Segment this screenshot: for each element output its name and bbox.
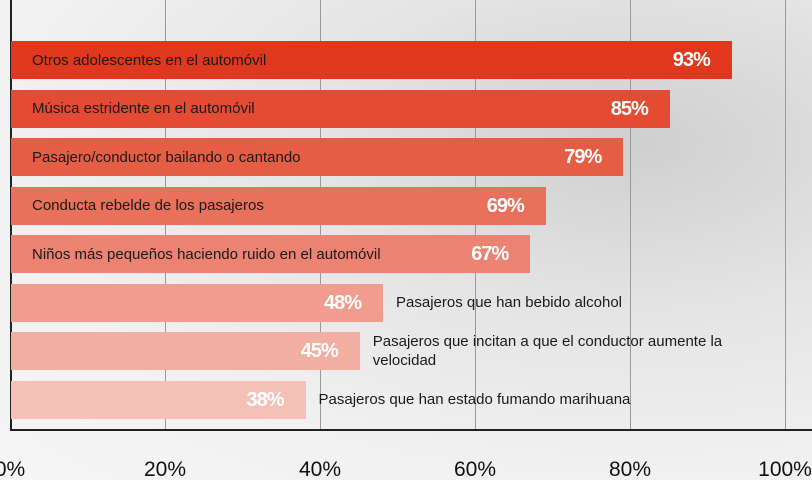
x-tick-label: 0% (0, 458, 50, 480)
x-axis (10, 429, 812, 431)
category-label: Pasajeros que han estado fumando marihua… (319, 390, 679, 409)
category-label: Pasajero/conductor bailando o cantando (32, 148, 301, 167)
value-label: 38% (11, 381, 284, 419)
x-tick-label: 60% (435, 458, 515, 480)
x-tick-label: 20% (125, 458, 205, 480)
x-tick-label: 80% (590, 458, 670, 480)
grid-line (785, 0, 786, 430)
category-label: Niños más pequeños haciendo ruido en el … (32, 245, 381, 264)
category-label: Pasajeros que incitan a que el conductor… (373, 332, 733, 370)
category-label: Conducta rebelde de los pasajeros (32, 196, 264, 215)
category-label: Música estridente en el automóvil (32, 99, 255, 118)
x-tick-label: 100% (745, 458, 812, 480)
x-tick-label: 40% (280, 458, 360, 480)
category-label: Pasajeros que han bebido alcohol (396, 293, 756, 312)
category-label: Otros adolescentes en el automóvil (32, 51, 266, 70)
value-label: 48% (11, 284, 361, 322)
chart: 0%20%40%60%80%100%93%Otros adolescentes … (0, 0, 812, 480)
value-label: 45% (11, 332, 338, 370)
